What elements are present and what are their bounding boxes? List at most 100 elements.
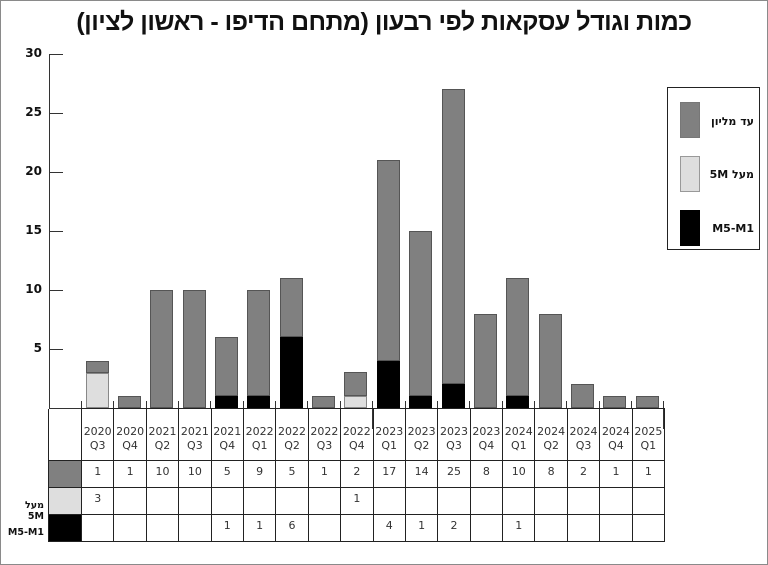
bar-segment bbox=[474, 314, 497, 408]
table-cell: 1 bbox=[340, 487, 374, 515]
table-cell bbox=[113, 514, 147, 542]
header-quarter: Q1 bbox=[640, 438, 657, 452]
bar-2022-q3 bbox=[312, 396, 335, 408]
row-key-above-5m bbox=[48, 487, 82, 515]
header-quarter: Q1 bbox=[510, 438, 527, 452]
row-label-above-5m: מעל 5M bbox=[25, 500, 44, 522]
row-key-m1-m5 bbox=[48, 514, 82, 542]
table-cell bbox=[566, 487, 601, 515]
table-cell bbox=[534, 487, 568, 515]
table-header-cell: 2024 Q4 bbox=[599, 408, 633, 461]
header-year: 2024 bbox=[504, 424, 533, 438]
bar-segment bbox=[636, 396, 659, 408]
header-quarter: Q3 bbox=[316, 438, 333, 452]
header-quarter: Q4 bbox=[122, 438, 138, 452]
y-tick-label: 25 bbox=[25, 105, 42, 119]
table-header-cell: 2022 Q4 bbox=[340, 408, 374, 461]
table-header-cell: 2025 Q1 bbox=[631, 408, 666, 461]
table-header-cell: 2024 Q3 bbox=[566, 408, 601, 461]
y-tick bbox=[49, 113, 63, 114]
header-year: 2023 bbox=[407, 424, 436, 438]
x-tick bbox=[275, 401, 276, 409]
table-cell bbox=[210, 487, 244, 515]
header-quarter: Q3 bbox=[187, 438, 203, 452]
bar-2023-q4 bbox=[474, 314, 497, 408]
header-quarter: Q4 bbox=[219, 438, 236, 452]
table-cell: 1 bbox=[599, 460, 633, 488]
header-year: 2023 bbox=[472, 424, 501, 438]
header-year: 2023 bbox=[439, 424, 468, 438]
bar-segment bbox=[506, 396, 529, 408]
table-cell bbox=[145, 514, 180, 542]
table-cell bbox=[469, 514, 504, 542]
y-tick-label: 5 bbox=[33, 341, 42, 355]
bar-segment bbox=[442, 384, 465, 408]
table-cell bbox=[307, 514, 342, 542]
table-cell bbox=[275, 487, 309, 515]
bar-segment bbox=[344, 396, 367, 408]
table-cell bbox=[113, 487, 147, 515]
table-cell: 1 bbox=[631, 460, 666, 488]
x-tick bbox=[469, 401, 470, 409]
header-quarter: Q3 bbox=[89, 438, 106, 452]
table-header-cell: 2020 Q3 bbox=[80, 408, 115, 461]
x-tick bbox=[113, 401, 114, 409]
table-header-cell: 2024 Q2 bbox=[534, 408, 568, 461]
table-cell: 14 bbox=[404, 460, 439, 488]
table-cell: 2 bbox=[340, 460, 374, 488]
table-cell: 17 bbox=[372, 460, 406, 488]
x-tick bbox=[307, 401, 308, 409]
table-cell bbox=[631, 487, 666, 515]
table-cell: 25 bbox=[437, 460, 471, 488]
table-cell: 10 bbox=[178, 460, 212, 488]
bar-2022-q4 bbox=[344, 372, 367, 408]
row-label-m1-m5: M5-M1 bbox=[7, 527, 44, 538]
header-year: 2020 bbox=[116, 424, 145, 438]
header-year: 2021 bbox=[180, 424, 209, 438]
table-header-cell: 2023 Q4 bbox=[469, 408, 504, 461]
header-quarter: Q2 bbox=[154, 438, 171, 452]
table-cell: 2 bbox=[437, 514, 471, 542]
table-cell bbox=[502, 487, 536, 515]
table-cell: 1 bbox=[242, 514, 277, 542]
header-year: 2021 bbox=[148, 424, 177, 438]
y-tick bbox=[49, 290, 63, 291]
header-year: 2024 bbox=[601, 424, 630, 438]
table-cell bbox=[340, 514, 374, 542]
table-cell bbox=[242, 487, 277, 515]
table-cell: 1 bbox=[113, 460, 147, 488]
table-cell bbox=[145, 487, 180, 515]
header-quarter: Q2 bbox=[543, 438, 559, 452]
bar-segment bbox=[377, 160, 400, 361]
table-cell: 5 bbox=[210, 460, 244, 488]
legend-label-above-5m: מעל 5M bbox=[709, 168, 754, 181]
bar-2024-q2 bbox=[539, 314, 562, 408]
legend-label-up-to-million: עד מליון bbox=[710, 115, 754, 128]
table-cell: 1 bbox=[210, 514, 244, 542]
x-tick bbox=[631, 401, 632, 409]
header-year: 2022 bbox=[245, 424, 274, 438]
table-cell: 10 bbox=[145, 460, 180, 488]
table-cell bbox=[372, 487, 406, 515]
table-cell: 5 bbox=[275, 460, 309, 488]
bar-2024-q3 bbox=[571, 384, 594, 408]
bar-segment bbox=[539, 314, 562, 408]
bar-segment bbox=[442, 89, 465, 384]
y-tick bbox=[49, 349, 63, 350]
bar-2024-q1 bbox=[506, 278, 529, 408]
bar-segment bbox=[150, 290, 173, 408]
bar-2023-q1 bbox=[377, 160, 400, 408]
bar-2022-q2 bbox=[280, 278, 303, 408]
y-tick-label: 10 bbox=[25, 282, 42, 296]
header-quarter: Q4 bbox=[478, 438, 495, 452]
bar-segment bbox=[506, 278, 529, 396]
bar-2021-q2 bbox=[150, 290, 173, 408]
table-header-cell: 2023 Q3 bbox=[437, 408, 471, 461]
table-header-cell: 2022 Q2 bbox=[275, 408, 309, 461]
header-year: 2025 bbox=[634, 424, 663, 438]
bar-2025-q1 bbox=[636, 396, 659, 408]
table-cell: 2 bbox=[566, 460, 601, 488]
y-tick-label: 15 bbox=[25, 223, 42, 237]
table-header-cell: 2024 Q1 bbox=[502, 408, 536, 461]
bar-2020-q3 bbox=[86, 361, 109, 408]
